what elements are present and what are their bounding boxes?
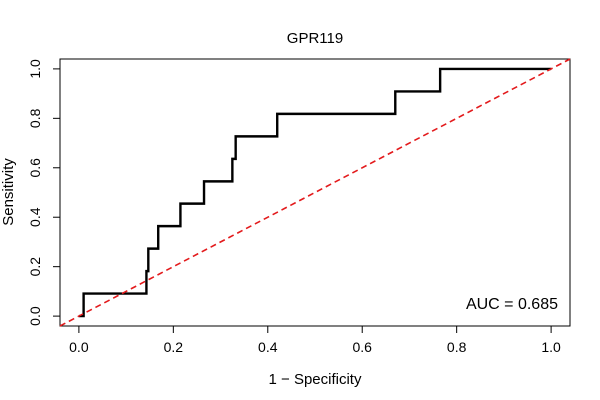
x-tick-label: 0.2 xyxy=(164,339,184,355)
x-tick-label: 0.8 xyxy=(447,339,467,355)
y-tick-label: 0.2 xyxy=(27,257,43,277)
auc-annotation: AUC = 0.685 xyxy=(466,296,558,313)
reference-diagonal-line xyxy=(59,58,571,327)
x-axis-label: 1 − Specificity xyxy=(269,371,362,388)
x-tick-label: 0.4 xyxy=(258,339,278,355)
x-tick-label: 0.6 xyxy=(352,339,372,355)
y-axis-label: Sensitivity xyxy=(0,158,17,226)
y-tick-label: 0.8 xyxy=(27,108,43,128)
y-tick-label: 0.4 xyxy=(27,207,43,227)
x-axis: 0.0 0.2 0.4 0.6 0.8 1.0 xyxy=(69,325,561,355)
x-tick-label: 0.0 xyxy=(69,339,89,355)
y-axis: 0.0 0.2 0.4 0.6 0.8 1.0 xyxy=(27,59,61,326)
x-tick-label: 1.0 xyxy=(541,339,561,355)
y-tick-label: 1.0 xyxy=(27,59,43,79)
roc-curve-line xyxy=(78,67,552,318)
y-tick-label: 0.0 xyxy=(27,306,43,326)
series-layer xyxy=(59,58,571,327)
y-tick-label: 0.6 xyxy=(27,158,43,178)
chart-title: GPR119 xyxy=(287,30,343,47)
